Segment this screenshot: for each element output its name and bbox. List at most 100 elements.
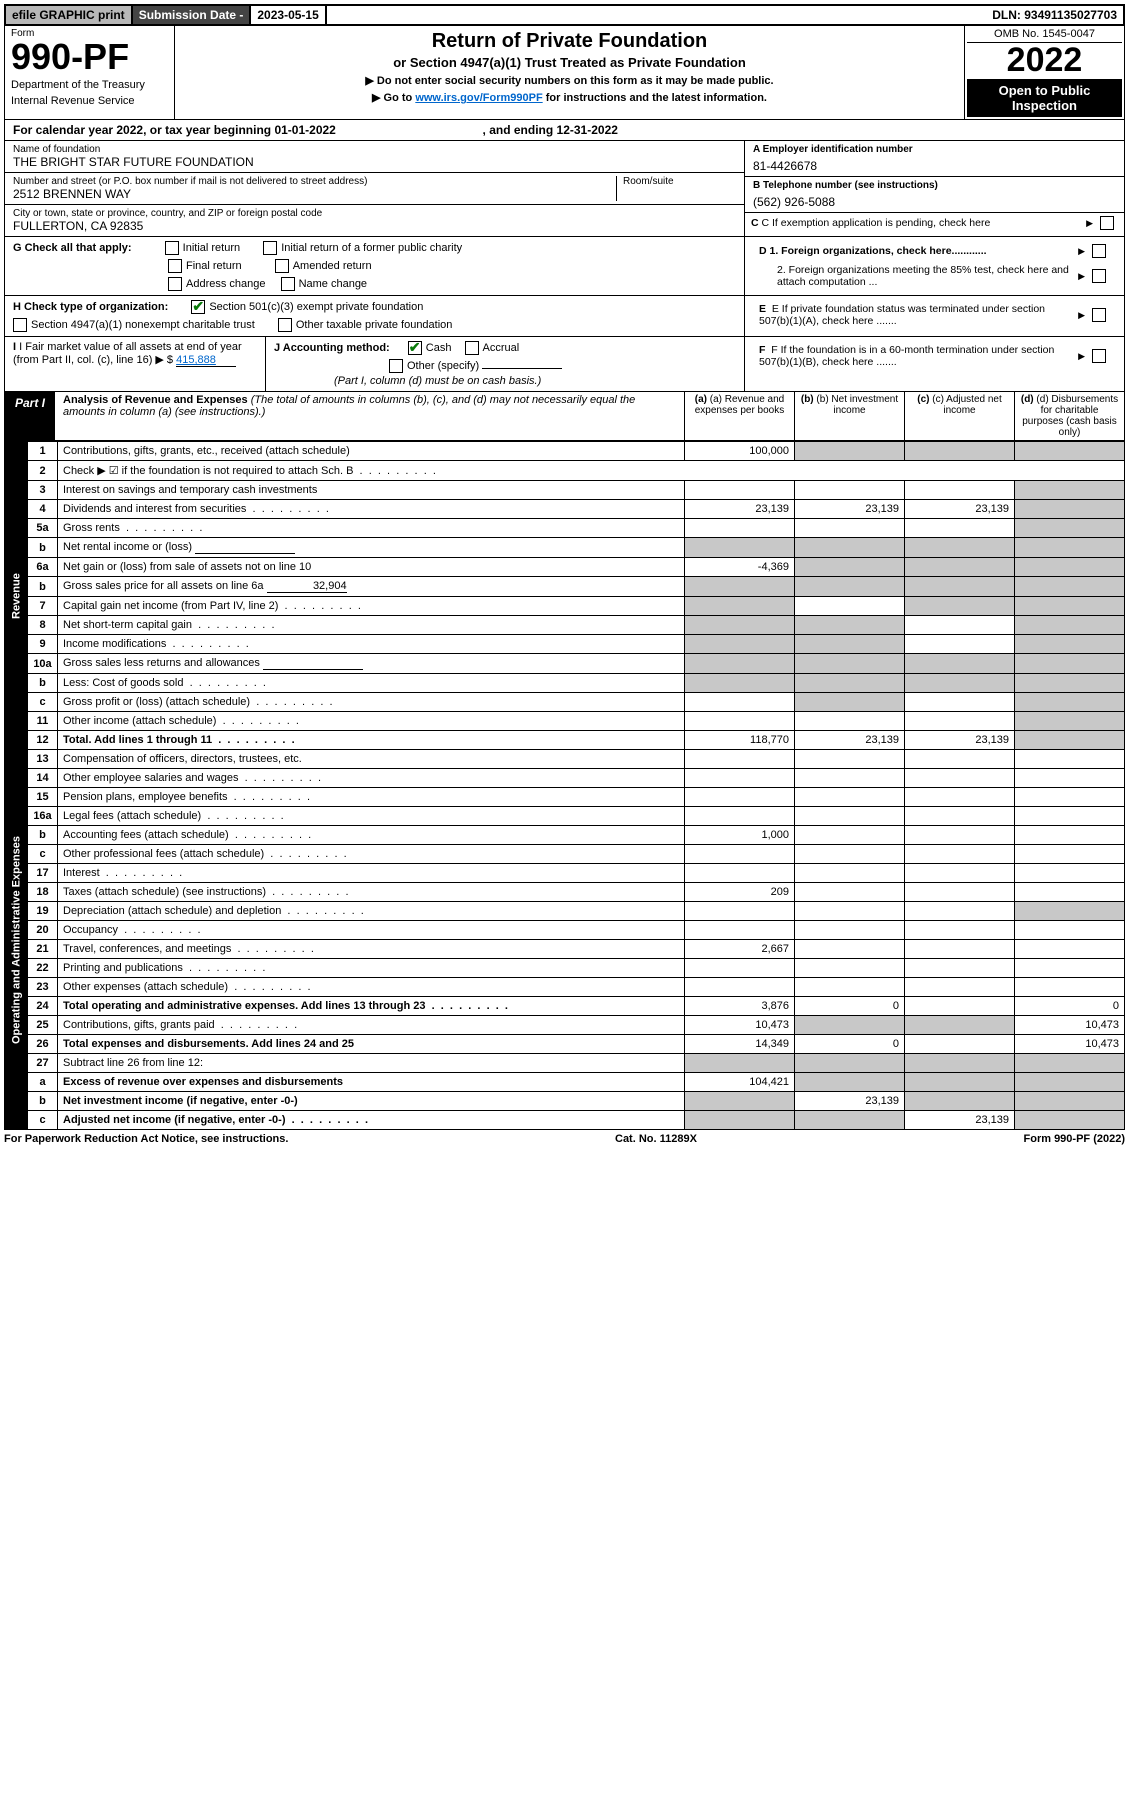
line-num-23: 23: [28, 978, 58, 997]
line-25-col-a: 10,473: [685, 1016, 795, 1035]
j-chk-accrual[interactable]: [465, 341, 479, 355]
line-c-col-a: [685, 693, 795, 712]
e-checkbox[interactable]: [1092, 308, 1106, 322]
line-num-15: 15: [28, 788, 58, 807]
line-num-b: b: [28, 1092, 58, 1111]
line-11-col-d: [1015, 712, 1125, 731]
line-b-col-c: [905, 674, 1015, 693]
dln: DLN: 93491135027703: [986, 6, 1123, 24]
line-desc-5a: Gross rents . . . . . . . . .: [58, 519, 685, 538]
f-checkbox[interactable]: [1092, 349, 1106, 363]
phone: (562) 926-5088: [753, 191, 1116, 209]
line-num-24: 24: [28, 997, 58, 1016]
g-chk-initial[interactable]: [165, 241, 179, 255]
line-num-26: 26: [28, 1035, 58, 1054]
g-chk-initial-public[interactable]: [263, 241, 277, 255]
line-26-col-d: 10,473: [1015, 1035, 1125, 1054]
g-chk-final[interactable]: [168, 259, 182, 273]
line-22-col-c: [905, 959, 1015, 978]
instructions-link[interactable]: www.irs.gov/Form990PF: [415, 92, 542, 104]
line-num-17: 17: [28, 864, 58, 883]
line-23-col-c: [905, 978, 1015, 997]
line-num-7: 7: [28, 597, 58, 616]
address-label: Number and street (or P.O. box number if…: [13, 176, 616, 187]
j-note: (Part I, column (d) must be on cash basi…: [334, 375, 736, 387]
line-num-c: c: [28, 1111, 58, 1130]
line-17-col-a: [685, 864, 795, 883]
line-20-col-a: [685, 921, 795, 940]
line-c-col-b: [795, 1111, 905, 1130]
header-right: OMB No. 1545-0047 2022 Open to Public In…: [964, 26, 1124, 119]
line-17-col-d: [1015, 864, 1125, 883]
line-num-20: 20: [28, 921, 58, 940]
line-1-col-a: 100,000: [685, 442, 795, 461]
line-24-col-b: 0: [795, 997, 905, 1016]
c-checkbox[interactable]: [1100, 216, 1114, 230]
line-26-col-c: [905, 1035, 1015, 1054]
line-1-col-d: [1015, 442, 1125, 461]
d2-checkbox[interactable]: [1092, 269, 1106, 283]
e-section: E E If private foundation status was ter…: [744, 296, 1124, 336]
line-27-col-b: [795, 1054, 905, 1073]
line-3-col-c: [905, 481, 1015, 500]
line-13-col-c: [905, 750, 1015, 769]
line-num-25: 25: [28, 1016, 58, 1035]
line-24-col-c: [905, 997, 1015, 1016]
submission-date: 2023-05-15: [251, 6, 326, 24]
line-15-col-b: [795, 788, 905, 807]
line-18-col-d: [1015, 883, 1125, 902]
line-12-col-d: [1015, 731, 1125, 750]
h-chk-4947[interactable]: [13, 318, 27, 332]
line-5a-col-c: [905, 519, 1015, 538]
line-desc-c: Gross profit or (loss) (attach schedule)…: [58, 693, 685, 712]
line-12-col-c: 23,139: [905, 731, 1015, 750]
line-1-col-c: [905, 442, 1015, 461]
g-chk-name[interactable]: [281, 277, 295, 291]
part-1-label: Part I: [5, 392, 55, 440]
i-fmv-value[interactable]: 415,888: [176, 354, 236, 367]
line-b-col-d: [1015, 674, 1125, 693]
line-9-col-d: [1015, 635, 1125, 654]
line-desc-19: Depreciation (attach schedule) and deple…: [58, 902, 685, 921]
line-a-col-c: [905, 1073, 1015, 1092]
line-num-13: 13: [28, 750, 58, 769]
g-chk-address[interactable]: [168, 277, 182, 291]
g-chk-amended[interactable]: [275, 259, 289, 273]
f-section: F F If the foundation is in a 60-month t…: [744, 337, 1124, 391]
line-b-col-d: [1015, 577, 1125, 597]
d1-label: D 1. Foreign organizations, check here..…: [759, 245, 1074, 257]
form-number: 990-PF: [11, 39, 168, 75]
line-22-col-a: [685, 959, 795, 978]
line-desc-b: Less: Cost of goods sold . . . . . . . .…: [58, 674, 685, 693]
line-desc-15: Pension plans, employee benefits . . . .…: [58, 788, 685, 807]
h-chk-other[interactable]: [278, 318, 292, 332]
line-7-col-b: [795, 597, 905, 616]
line-27-col-d: [1015, 1054, 1125, 1073]
line-b-col-c: [905, 538, 1015, 558]
line-desc-25: Contributions, gifts, grants paid . . . …: [58, 1016, 685, 1035]
h-chk-501c3[interactable]: [191, 300, 205, 314]
j-chk-other[interactable]: [389, 359, 403, 373]
line-19-col-a: [685, 902, 795, 921]
line-num-3: 3: [28, 481, 58, 500]
line-16a-col-d: [1015, 807, 1125, 826]
d1-checkbox[interactable]: [1092, 244, 1106, 258]
line-c-col-a: [685, 1111, 795, 1130]
j-chk-cash[interactable]: [408, 341, 422, 355]
line-17-col-b: [795, 864, 905, 883]
line-20-col-d: [1015, 921, 1125, 940]
line-12-col-a: 118,770: [685, 731, 795, 750]
submission-date-label: Submission Date -: [133, 6, 252, 24]
line-num-16a: 16a: [28, 807, 58, 826]
line-a-col-d: [1015, 1073, 1125, 1092]
line-7-col-d: [1015, 597, 1125, 616]
col-a-header: (a) (a) Revenue and expenses per books: [684, 392, 794, 440]
line-19-col-d: [1015, 902, 1125, 921]
line-15-col-d: [1015, 788, 1125, 807]
line-14-col-d: [1015, 769, 1125, 788]
line-14-col-b: [795, 769, 905, 788]
line-b-col-a: [685, 1092, 795, 1111]
line-21-col-b: [795, 940, 905, 959]
f-label: F If the foundation is in a 60-month ter…: [759, 344, 1054, 368]
footer-right: Form 990-PF (2022): [1024, 1133, 1126, 1145]
